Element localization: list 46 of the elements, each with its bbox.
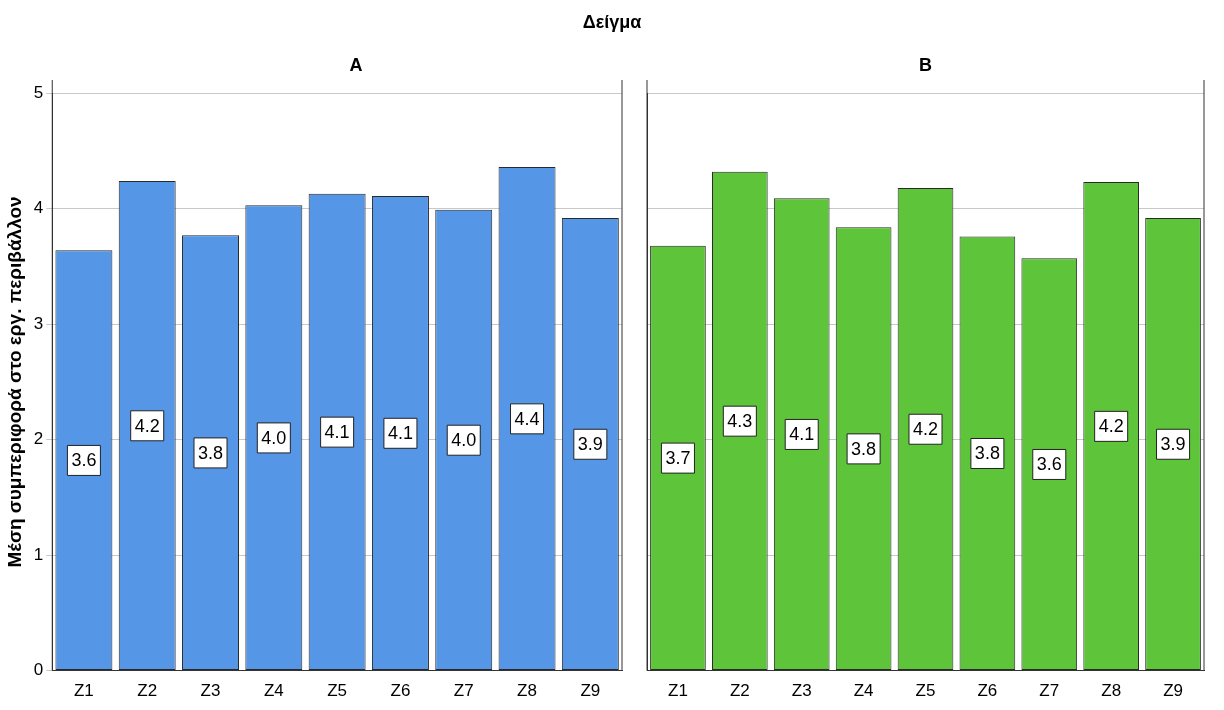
x-tick-label: Z1 <box>73 681 94 701</box>
data-label: 4.1 <box>789 424 815 445</box>
data-label: 4.1 <box>387 423 413 444</box>
x-tick-label: Z4 <box>263 681 284 701</box>
x-tick-label: Z3 <box>791 681 812 701</box>
data-label: 3.7 <box>665 448 691 469</box>
data-label: 4.2 <box>1098 416 1124 437</box>
x-tick-label: Z7 <box>1039 681 1060 701</box>
chart-subtitle: A <box>348 54 364 77</box>
y-tick-label: 3 <box>33 313 44 333</box>
data-label: 3.8 <box>974 443 1000 464</box>
x-tick-label: Z4 <box>853 681 874 701</box>
x-tick-label: Z5 <box>327 681 348 701</box>
y-tick-label: 2 <box>33 429 44 449</box>
data-label: 4.2 <box>912 419 939 440</box>
x-tick-label: Z1 <box>668 681 688 701</box>
x-tick-label: Z9 <box>1163 681 1183 701</box>
y-tick-label: 1 <box>33 544 44 564</box>
data-label: 3.6 <box>71 450 97 471</box>
data-label: 3.6 <box>1036 454 1062 475</box>
data-label: 4.4 <box>514 408 540 429</box>
x-tick-label: Z6 <box>390 681 411 701</box>
x-tick-label: Z6 <box>977 681 998 701</box>
x-tick-label: Z3 <box>200 681 221 701</box>
x-tick-label: Z2 <box>729 681 750 701</box>
x-tick-label: Z8 <box>517 681 537 701</box>
x-tick-label: Z5 <box>915 681 936 701</box>
chart-title: Δείγμα <box>581 12 643 33</box>
x-tick-label: Z9 <box>580 681 601 701</box>
data-label: 3.8 <box>851 438 877 459</box>
data-label: 3.8 <box>198 442 224 463</box>
data-label: 4.1 <box>324 422 350 443</box>
data-label: 4.0 <box>451 430 477 451</box>
x-tick-label: Z8 <box>1101 681 1122 701</box>
chart-subtitle: B <box>918 54 933 77</box>
data-label: 4.2 <box>134 415 160 436</box>
y-tick-label: 4 <box>33 198 44 218</box>
y-axis-title: Μέση συμπεριφορά στο εργ. περιβάλλον <box>3 196 25 568</box>
y-tick-label: 0 <box>33 660 44 680</box>
data-label: 3.9 <box>577 434 603 455</box>
x-tick-label: Z7 <box>453 681 474 701</box>
data-label: 4.0 <box>261 427 287 448</box>
data-label: 3.9 <box>1160 434 1186 455</box>
y-tick-label: 5 <box>33 82 44 102</box>
data-label: 4.3 <box>727 411 753 432</box>
x-tick-label: Z2 <box>137 681 158 701</box>
